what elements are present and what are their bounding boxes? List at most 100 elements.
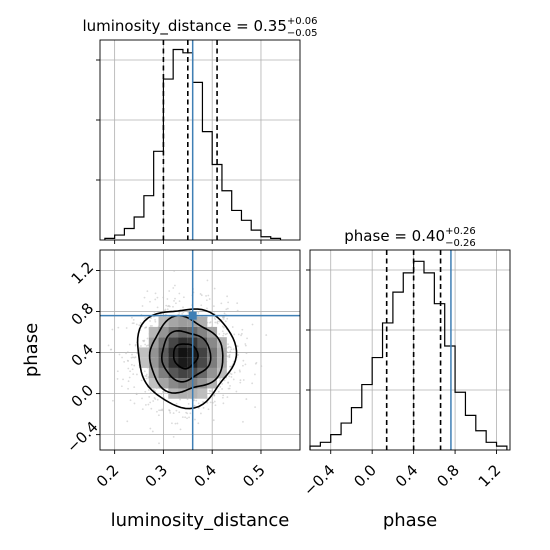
density-cell	[139, 357, 149, 368]
scatter-point	[241, 328, 244, 331]
scatter-point	[132, 356, 134, 359]
tick-label-x: 1.2	[475, 461, 505, 491]
y-axis-label: phase	[21, 323, 42, 377]
scatter-point	[109, 348, 112, 351]
panel-frame	[309, 249, 511, 451]
scatter-point	[220, 302, 223, 305]
title-sub: −0.26	[445, 238, 476, 249]
scatter-point	[173, 299, 175, 302]
scatter-point	[225, 308, 228, 311]
density-cell	[197, 388, 208, 399]
scatter-point	[144, 390, 147, 393]
scatter-point	[154, 292, 157, 295]
scatter-point	[116, 370, 119, 373]
scatter-point	[172, 412, 175, 415]
scatter-point	[209, 401, 212, 404]
scatter-point	[246, 337, 248, 340]
scatter-point	[245, 352, 248, 355]
scatter-point	[238, 369, 241, 372]
scatter-point	[223, 312, 226, 315]
scatter-point	[222, 318, 225, 320]
scatter-point	[218, 320, 221, 323]
scatter-point	[202, 406, 205, 409]
scatter-point	[232, 378, 235, 381]
scatter-point	[131, 316, 133, 319]
scatter-point	[121, 356, 123, 359]
scatter-point	[239, 379, 242, 382]
scatter-point	[161, 408, 164, 411]
contour-level-2	[148, 314, 224, 394]
hist-title: phase = 0.40+0.26	[344, 226, 475, 245]
density-cell	[197, 337, 208, 348]
scatter-point	[159, 409, 162, 412]
x-axis-label: luminosity_distance	[111, 510, 290, 531]
tick-label-y: 1.2	[68, 258, 98, 288]
scatter-point	[149, 392, 152, 394]
density-cell	[158, 347, 169, 358]
scatter-point	[229, 372, 232, 375]
scatter-point	[188, 309, 191, 312]
scatter-point	[205, 299, 208, 302]
density-cell	[197, 357, 208, 368]
scatter-point	[230, 373, 233, 376]
scatter-point	[206, 279, 209, 282]
scatter-point	[162, 296, 165, 299]
scatter-point	[145, 345, 148, 347]
scatter-point	[254, 373, 256, 376]
scatter-point	[148, 396, 151, 398]
scatter-point	[174, 284, 176, 287]
density-cell	[168, 337, 179, 348]
density-cell	[168, 367, 179, 379]
scatter-point	[219, 386, 222, 388]
scatter-point	[154, 319, 156, 321]
scatter-point	[181, 416, 184, 419]
density-cell	[178, 316, 188, 327]
scatter-point	[144, 404, 147, 406]
panel-frame	[99, 39, 301, 241]
scatter-point	[254, 362, 257, 365]
scatter-point	[135, 392, 138, 395]
scatter-point	[107, 344, 110, 347]
scatter-point	[127, 380, 130, 383]
scatter-point	[145, 377, 148, 380]
scatter-point	[179, 428, 182, 431]
scatter-point	[156, 306, 159, 309]
scatter-point	[133, 402, 136, 405]
scatter-point	[156, 398, 159, 401]
scatter-point	[143, 296, 146, 299]
tick-label-x: 0.3	[142, 461, 172, 491]
scatter-point	[149, 427, 152, 430]
scatter-point	[221, 383, 224, 385]
scatter-point	[251, 323, 254, 326]
scatter-point	[226, 355, 229, 358]
scatter-point	[131, 368, 134, 371]
density-cell	[158, 378, 169, 389]
scatter-point	[236, 345, 239, 348]
tick-label-x: 0.2	[93, 461, 123, 491]
scatter-point	[133, 386, 136, 388]
scatter-point	[144, 327, 146, 329]
scatter-point	[212, 419, 215, 422]
scatter-point	[141, 397, 143, 400]
density-cell	[158, 326, 169, 338]
scatter-point	[160, 392, 163, 395]
scatter-point	[127, 367, 130, 370]
scatter-point	[129, 399, 132, 402]
scatter-point	[153, 397, 156, 399]
scatter-point	[172, 287, 175, 289]
scatter-point	[212, 305, 215, 308]
scatter-point	[194, 418, 196, 421]
scatter-point	[168, 409, 171, 411]
scatter-point	[213, 400, 216, 403]
scatter-point	[141, 408, 144, 411]
scatter-point	[147, 344, 150, 347]
tick-label-x: 0.4	[190, 461, 220, 491]
scatter-point	[149, 325, 152, 327]
scatter-point	[120, 385, 123, 388]
scatter-point	[168, 290, 171, 292]
scatter-point	[135, 323, 138, 326]
scatter-point	[147, 403, 150, 406]
scatter-point	[130, 363, 133, 366]
scatter-point	[188, 416, 190, 419]
density-cell	[168, 316, 179, 327]
